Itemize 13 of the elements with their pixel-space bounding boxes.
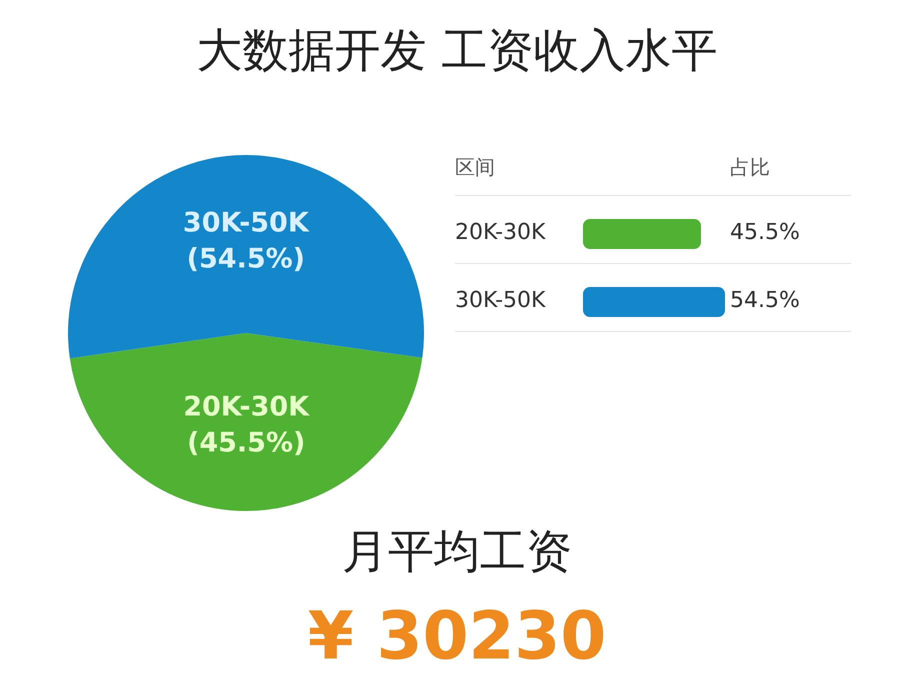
text: 占比 — [730, 154, 770, 181]
chart-title: 大数据开发 工资收入水平 — [196, 23, 718, 77]
slice-label: 20K-30K — [183, 392, 310, 422]
text: ¥ 30230 — [308, 598, 606, 674]
text: 月平均工资 — [342, 524, 572, 578]
text: 区间 — [455, 154, 495, 181]
slice-label: 30K-50K — [182, 208, 310, 238]
data-label: (45.5%) — [186, 428, 306, 458]
text: 54.5% — [730, 288, 800, 313]
data-label: (54.5%) — [186, 244, 306, 274]
slice-label: 30K-50K — [455, 288, 546, 313]
text: 45.5% — [730, 220, 800, 245]
category-label: 20K-30K — [455, 220, 546, 245]
